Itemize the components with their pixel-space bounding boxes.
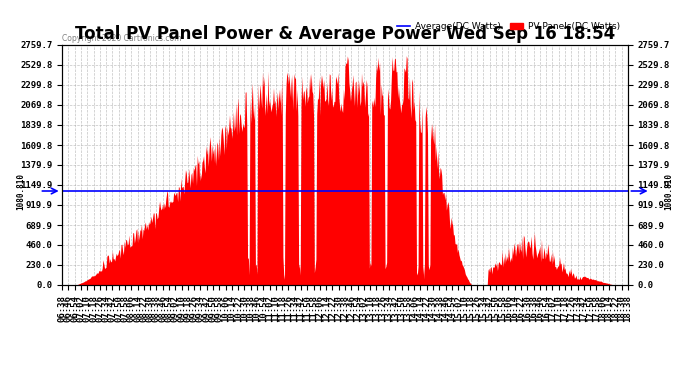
Legend: Average(DC Watts), PV Panels(DC Watts): Average(DC Watts), PV Panels(DC Watts) [393,18,623,34]
Title: Total PV Panel Power & Average Power Wed Sep 16 18:54: Total PV Panel Power & Average Power Wed… [75,26,615,44]
Text: Copyright 2020 Cartronics.com: Copyright 2020 Cartronics.com [62,34,181,43]
Text: 1080.810: 1080.810 [17,172,26,210]
Text: 1080.810: 1080.810 [664,172,673,210]
